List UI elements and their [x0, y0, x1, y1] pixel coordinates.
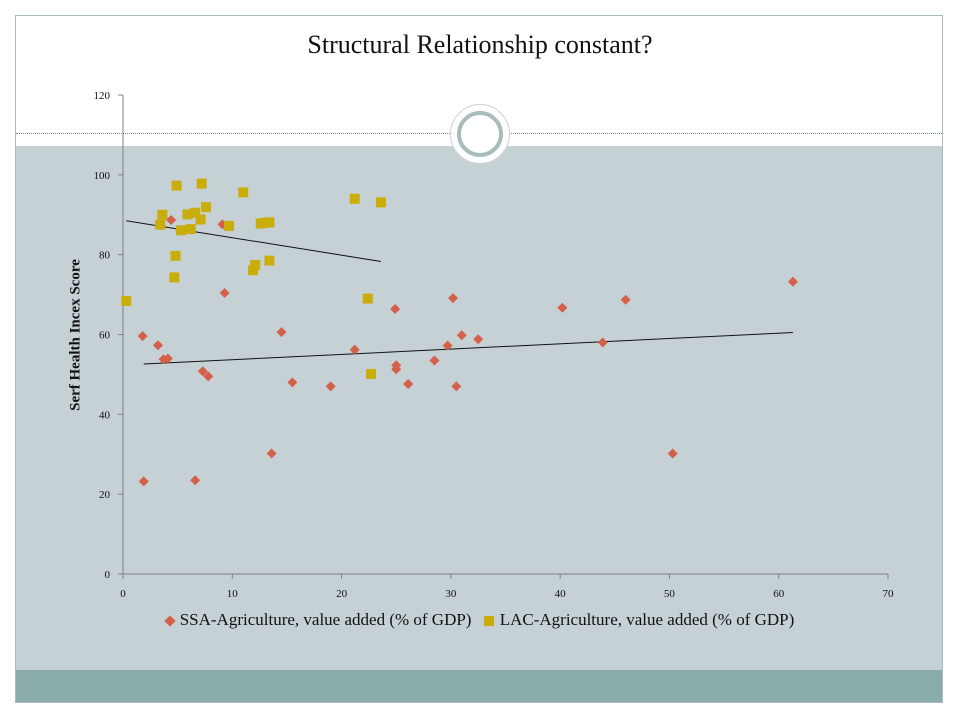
- y-axis-label: Serf Health Incex Score: [67, 259, 84, 411]
- data-point-lac: [349, 193, 360, 204]
- legend-item-lac: LAC-Agriculture, value added (% of GDP): [483, 610, 795, 630]
- x-tick-label: 60: [773, 588, 785, 600]
- data-point-ssa: [166, 214, 177, 225]
- data-point-lac: [182, 209, 193, 220]
- data-point-lac: [190, 207, 201, 218]
- data-point-ssa: [276, 327, 287, 338]
- data-point-ssa: [456, 330, 467, 341]
- y-tick-label: 100: [94, 170, 111, 182]
- data-point-ssa: [152, 340, 163, 351]
- x-tick-label: 50: [664, 588, 676, 600]
- chart-legend: SSA-Agriculture, value added (% of GDP) …: [0, 610, 960, 630]
- data-point-lac: [264, 217, 275, 228]
- data-point-lac: [238, 187, 249, 198]
- data-point-lac: [264, 255, 275, 266]
- legend-label-lac: LAC-Agriculture, value added (% of GDP): [499, 610, 795, 629]
- data-point-lac: [175, 225, 186, 236]
- data-point-lac: [170, 250, 181, 261]
- data-point-lac: [201, 202, 212, 213]
- data-point-lac: [155, 219, 166, 230]
- chart-title: Structural Relationship constant?: [307, 30, 653, 59]
- data-point-ssa: [442, 340, 453, 351]
- data-point-ssa: [391, 364, 402, 375]
- data-point-lac: [195, 214, 206, 225]
- data-point-lac: [375, 197, 386, 208]
- data-point-ssa: [325, 381, 336, 392]
- data-point-lac: [366, 369, 377, 380]
- data-point-ssa: [448, 293, 459, 304]
- data-point-ssa: [162, 353, 173, 364]
- data-point-ssa: [557, 302, 568, 313]
- data-point-ssa: [203, 371, 214, 382]
- data-point-lac: [248, 265, 259, 276]
- circle-ornament-ring: [457, 111, 503, 157]
- y-tick-label: 80: [99, 250, 111, 262]
- y-tick-label: 60: [99, 330, 111, 342]
- data-point-ssa: [667, 448, 678, 459]
- data-point-ssa: [266, 448, 277, 459]
- data-point-ssa: [219, 287, 230, 298]
- data-point-ssa: [597, 337, 608, 348]
- data-point-lac: [224, 220, 235, 231]
- data-point-ssa: [197, 366, 208, 377]
- data-point-ssa: [429, 355, 440, 366]
- trendline-ssa: [143, 332, 793, 365]
- x-tick-label: 40: [555, 588, 567, 600]
- data-point-ssa: [349, 344, 360, 355]
- data-point-lac: [121, 295, 132, 306]
- data-point-ssa: [190, 475, 201, 486]
- x-tick-label: 0: [120, 588, 126, 600]
- data-point-ssa: [620, 294, 631, 305]
- y-tick-label: 20: [99, 489, 111, 501]
- slide-frame: [15, 15, 943, 703]
- data-point-ssa: [451, 381, 462, 392]
- data-point-ssa: [138, 476, 149, 487]
- data-point-ssa: [287, 377, 298, 388]
- data-point-lac: [250, 260, 261, 271]
- data-point-lac: [196, 178, 207, 189]
- data-point-lac: [362, 293, 373, 304]
- data-point-lac: [169, 272, 180, 283]
- data-point-lac: [185, 224, 196, 235]
- y-tick-label: 120: [94, 90, 111, 102]
- trendline-lac: [126, 220, 381, 262]
- data-point-ssa: [403, 378, 414, 389]
- x-tick-label: 30: [445, 588, 457, 600]
- x-tick-label: 10: [227, 588, 239, 600]
- y-tick-label: 40: [99, 409, 111, 421]
- legend-diamond-marker: [164, 615, 176, 627]
- y-tick-label: 0: [105, 569, 111, 581]
- x-tick-label: 20: [336, 588, 348, 600]
- x-tick-label: 70: [883, 588, 895, 600]
- data-point-ssa: [390, 303, 401, 314]
- legend-square-marker: [483, 616, 494, 627]
- slide-content-band: [16, 146, 942, 670]
- data-point-ssa: [137, 331, 148, 342]
- data-point-ssa: [473, 334, 484, 345]
- legend-item-ssa: SSA-Agriculture, value added (% of GDP): [164, 610, 472, 630]
- data-point-lac: [171, 180, 182, 191]
- slide-footer-band: [16, 670, 942, 702]
- data-point-ssa: [787, 276, 798, 287]
- legend-label-ssa: SSA-Agriculture, value added (% of GDP): [179, 610, 472, 629]
- data-point-lac: [157, 209, 168, 220]
